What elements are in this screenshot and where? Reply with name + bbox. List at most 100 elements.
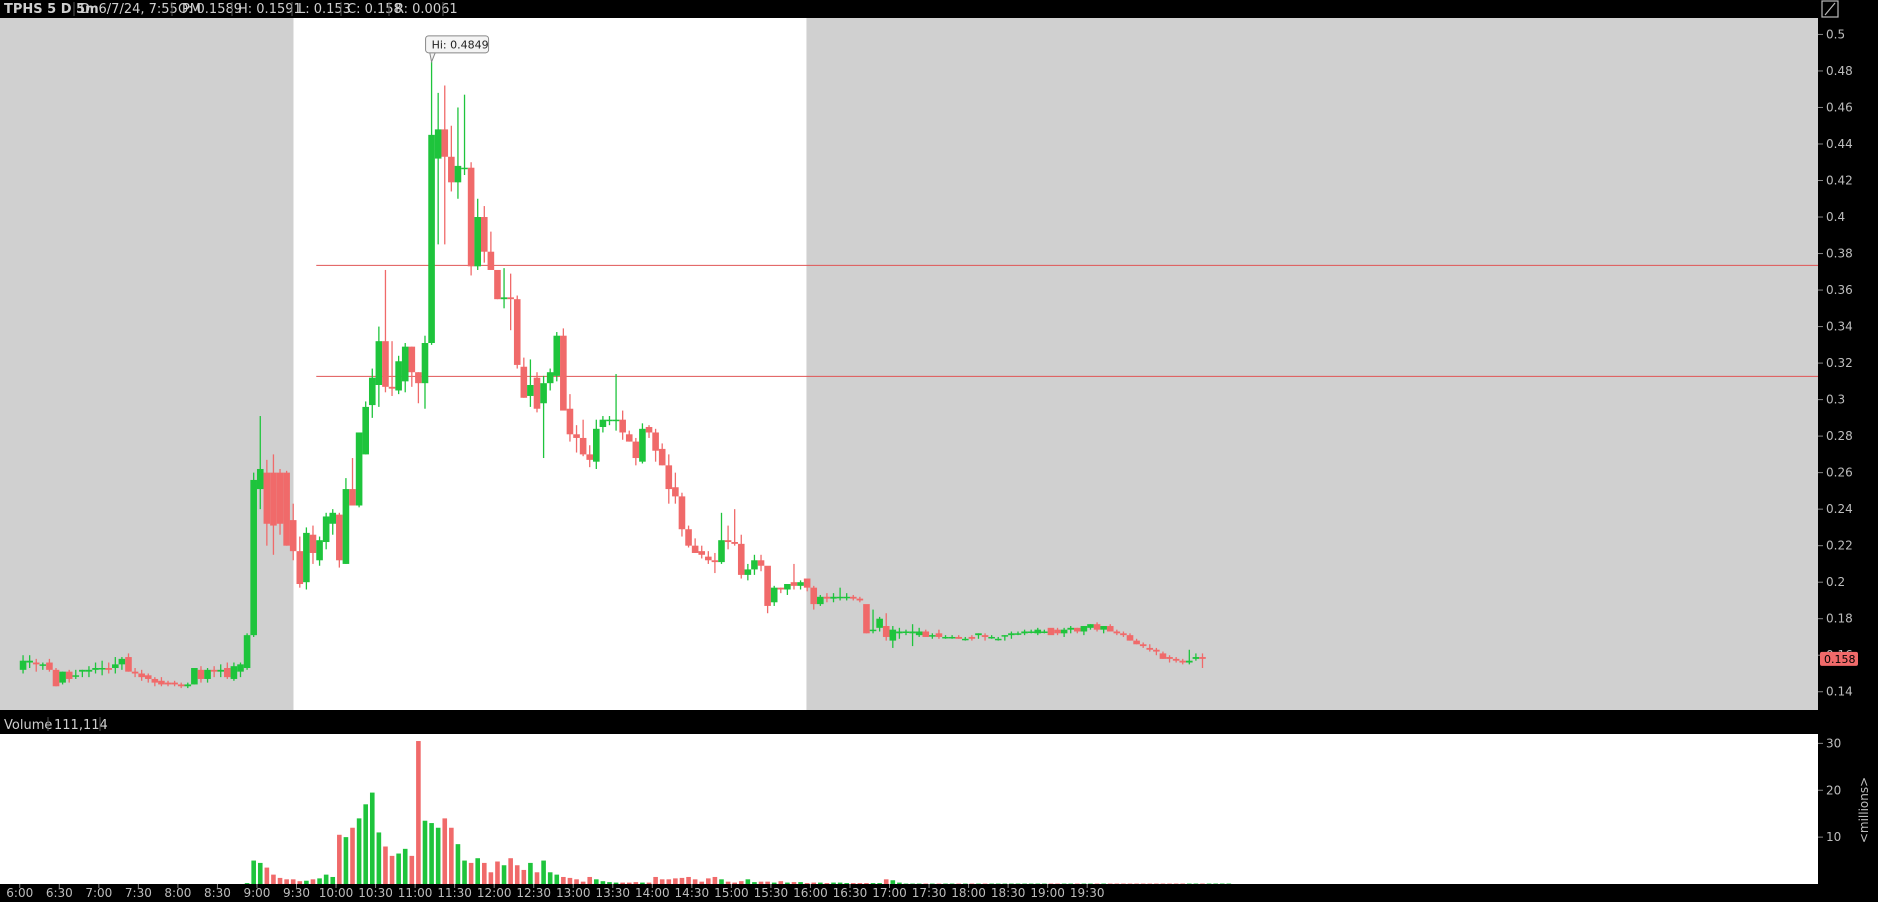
volume-bar <box>738 881 744 884</box>
candle <box>408 346 416 387</box>
time-tick-label: 18:30 <box>991 886 1026 900</box>
volume-bar <box>554 874 560 884</box>
volume-panel[interactable] <box>0 734 1818 884</box>
volume-bar <box>304 880 309 884</box>
candle <box>678 492 686 537</box>
volume-bar <box>765 881 770 884</box>
volume-bar <box>712 876 718 884</box>
candle <box>527 359 534 407</box>
time-tick-label: 9:30 <box>283 886 310 900</box>
candle <box>131 668 139 678</box>
price-tick-label: 0.42 <box>1826 174 1853 188</box>
candle <box>803 578 811 592</box>
time-tick-label: 12:30 <box>516 886 551 900</box>
candle <box>92 662 99 674</box>
candle <box>975 633 982 639</box>
volume-bar <box>870 883 876 884</box>
candle <box>336 512 343 568</box>
volume-bar <box>818 882 823 884</box>
price-tick-label: 0.36 <box>1826 283 1853 297</box>
volume-bar <box>567 877 573 884</box>
candle <box>770 585 778 606</box>
volume-bar <box>495 861 500 884</box>
price-axis[interactable] <box>1818 18 1878 710</box>
candle <box>480 206 488 263</box>
volume-bar <box>857 883 863 884</box>
candle <box>46 658 53 672</box>
candle <box>362 401 369 455</box>
candle <box>994 636 1002 641</box>
open-field: O: 0.1589 <box>178 2 242 17</box>
candle <box>1034 627 1042 636</box>
candle <box>296 536 304 588</box>
candle <box>151 677 159 687</box>
volume-bar <box>811 882 817 884</box>
date-field: D: 6/7/24, 7:55 PM <box>80 2 201 17</box>
volume-bar <box>719 879 724 884</box>
candle <box>658 443 666 466</box>
volume-bar <box>429 823 434 884</box>
candle <box>1192 653 1200 661</box>
candle <box>909 624 916 647</box>
volume-bar <box>864 883 869 884</box>
candle <box>224 662 231 679</box>
header-bar <box>0 0 1878 18</box>
price-tick-label: 0.46 <box>1826 100 1853 114</box>
candle <box>632 437 640 466</box>
time-tick-label: 14:00 <box>635 886 670 900</box>
candle <box>210 666 218 678</box>
candle <box>388 341 396 396</box>
candle <box>112 657 119 674</box>
candle <box>39 662 47 670</box>
candle <box>612 374 620 431</box>
candle <box>1106 624 1114 632</box>
candle <box>19 655 27 674</box>
expand-icon[interactable] <box>1821 0 1839 18</box>
candle <box>849 594 857 601</box>
time-tick-label: 12:00 <box>477 886 512 900</box>
volume-bar <box>541 860 546 884</box>
volume-bar <box>824 883 830 884</box>
candle <box>171 680 178 687</box>
volume-bar <box>883 879 889 884</box>
volume-bar <box>350 827 355 884</box>
volume-bar <box>271 874 276 884</box>
candle <box>1021 629 1028 636</box>
volume-bar <box>778 881 784 884</box>
volume-bar <box>547 872 553 884</box>
candle <box>942 635 949 639</box>
candle <box>164 680 172 687</box>
candle <box>329 509 337 535</box>
volume-bar <box>534 872 540 884</box>
candle <box>303 527 310 590</box>
extended-hours-shade <box>806 18 1818 710</box>
volume-bar <box>317 878 322 884</box>
volume-bar <box>745 879 751 884</box>
candle <box>784 584 791 595</box>
candle <box>876 616 883 632</box>
price-tick-label: 0.34 <box>1826 320 1853 334</box>
volume-bar <box>389 855 395 884</box>
volume-bar <box>620 882 625 884</box>
candle <box>1179 658 1187 665</box>
candle <box>1100 626 1107 634</box>
candle <box>929 633 936 639</box>
volume-bar <box>402 848 408 884</box>
candle <box>52 668 60 687</box>
volume-bar <box>785 882 790 884</box>
time-tick-label: 6:00 <box>6 886 33 900</box>
volume-bar <box>337 834 342 884</box>
candle <box>889 626 897 648</box>
candle <box>915 627 923 637</box>
candle <box>467 162 475 276</box>
volume-bar <box>297 881 303 884</box>
candle <box>355 432 363 508</box>
candle <box>672 472 679 504</box>
time-axis[interactable] <box>0 884 1878 902</box>
volume-title: Volume <box>4 718 52 733</box>
volume-bar <box>376 832 382 884</box>
volume-bar <box>791 882 797 884</box>
candle <box>448 125 455 192</box>
symbol-label[interactable]: TPHS 5 D 5m <box>4 2 99 17</box>
